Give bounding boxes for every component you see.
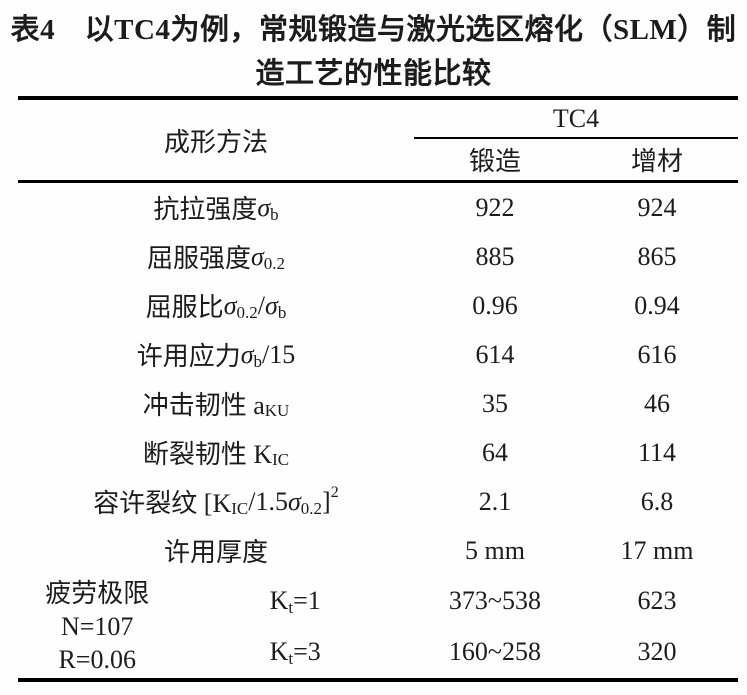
row-label: 容许裂纹 [K IC/1.5 σ 0.2] 2 [93,483,339,518]
header-tc4-group: TC4 锻造 增材 [414,100,738,180]
table-row: 断裂韧性 K IC 64 114 [18,428,738,477]
comparison-table: 成形方法 TC4 锻造 增材 抗拉强度 σ b 922 924 屈服强度 σ 0.2 885… [18,96,738,682]
table-title-line1: 表4 以TC4为例，常规锻造与激光选区熔化（SLM）制 [10,14,737,46]
value-additive: 114 [637,437,677,467]
table-row: 冲击韧性 a KU 35 46 [18,379,738,428]
row-label: 断裂韧性 K IC [18,428,414,477]
table-title-line2: 造工艺的性能比较 [255,58,492,90]
value-additive: 924 [637,192,677,222]
fatigue-label-line: N=107 [60,612,134,641]
header-rule [18,180,738,183]
value-additive: 623 [637,585,677,615]
table-row: 容许裂纹 [K IC/1.5 σ 0.2] 2 2.1 6.8 [18,477,738,526]
value-forged: 160~258 [448,637,541,667]
value-additive: 0.94 [634,290,680,320]
header-col-additive: 增材 [630,147,683,176]
symbol-italic: σ [287,486,301,516]
text-run: 容许裂纹 [K [93,489,232,518]
row-label: 屈服强度 σ 0.2 [18,232,414,281]
value-forged: 922 [475,192,515,222]
text-run: =3 [293,637,321,667]
text-run: /1.5 [248,486,288,516]
text-run: ] [322,486,331,516]
value-additive: 6.8 [640,486,674,516]
value-forged: 614 [475,339,515,369]
table-title: 表4 以TC4为例，常规锻造与激光选区熔化（SLM）制 造工艺的性能比较 [0,0,747,96]
table-row: 许用厚度 5 mm 17 mm [18,526,738,575]
value-additive: 46 [644,388,670,418]
value-forged: 35 [482,388,508,418]
value-additive: 320 [637,637,677,667]
table-row: 许用应力 σ b/15 614 616 [18,330,738,379]
row-label: 屈服比 σ 0.2/σ b [18,281,414,330]
value-forged: 885 [475,241,515,271]
value-additive: 17 mm [620,535,694,565]
row-label: 许用厚度 [18,526,414,575]
text-run: 许用应力 [136,342,241,371]
text-run: 抗拉强度 [153,195,258,224]
text-run: 断裂韧性 K [142,440,273,469]
symbol-italic: σ [223,290,237,320]
header-col-forged: 锻造 [468,147,521,176]
value-forged: 64 [482,437,508,467]
text-run: 许用厚度 [163,538,268,567]
bottom-rule [18,678,738,682]
header-subcolumns: 锻造 增材 [414,139,738,180]
table-row: 抗拉强度 σ b 922 924 [18,183,738,232]
table-row: 屈服强度 σ 0.2 885 865 [18,232,738,281]
row-label: 许用应力 σ b/15 [18,330,414,379]
symbol-italic: σ [240,339,254,369]
row-label: 冲击韧性 a KU [18,379,414,428]
text-run: =1 [293,585,321,615]
text-run: 屈服强度 [146,244,251,273]
text-run: 冲击韧性 a [142,391,265,420]
fatigue-label-line: R=0.06 [58,645,136,674]
symbol-italic: σ [265,290,278,320]
table-header: 成形方法 TC4 锻造 增材 [18,100,738,180]
header-method-label: 成形方法 [163,127,268,157]
value-additive: 865 [637,241,677,271]
value-additive: 616 [637,339,677,369]
top-rule [18,96,738,100]
value-forged: 5 mm [465,535,525,565]
text-run: 屈服比 [145,293,224,322]
fatigue-condition-label: 疲劳极限 N=107 R=0.06 [18,575,176,678]
header-group-label: TC4 [552,103,600,133]
table-body: 抗拉强度 σ b 922 924 屈服强度 σ 0.2 885 865 屈服比 σ 0.2/σ b 0… [18,183,738,575]
symbol-italic: σ [257,192,271,222]
value-forged: 373~538 [448,585,541,615]
text-run: / [257,290,265,320]
text-run: K [269,637,289,667]
fatigue-label-line: 疲劳极限 [45,579,150,608]
text-run: /15 [262,339,296,369]
symbol-italic: σ [250,241,264,271]
table-row: 屈服比 σ 0.2/σ b 0.96 0.94 [18,281,738,330]
value-forged: 2.1 [478,486,512,516]
tc4-group-underline [414,137,738,139]
text-run: K [269,585,289,615]
value-forged: 0.96 [472,290,518,320]
